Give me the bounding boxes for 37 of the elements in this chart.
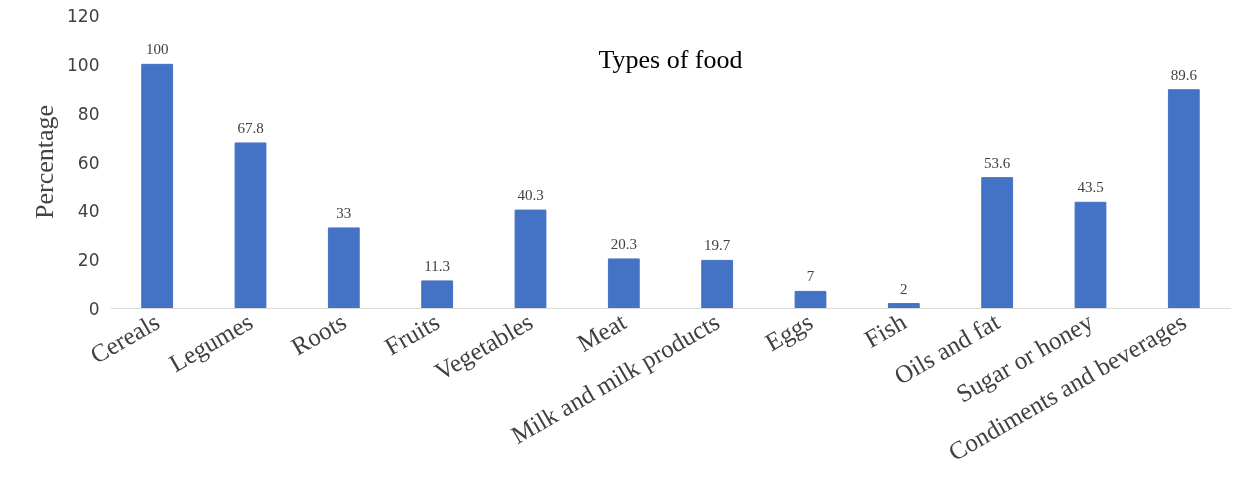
data-label: 19.7 — [704, 237, 731, 254]
data-label: 89.6 — [1170, 66, 1198, 83]
bar — [981, 177, 1014, 309]
bar — [887, 303, 920, 309]
x-tick-label: Fish — [859, 307, 912, 353]
y-tick-label: 0 — [88, 299, 100, 319]
data-label: 67.8 — [237, 119, 264, 136]
bar — [701, 259, 734, 309]
data-label: 40.3 — [517, 187, 544, 204]
data-label: 53.6 — [984, 154, 1011, 171]
y-axis-title: Percentage — [30, 104, 60, 220]
data-label: 43.5 — [1077, 179, 1104, 196]
data-label: 33 — [336, 204, 352, 221]
y-tick-label: 80 — [77, 103, 100, 124]
data-label: 20.3 — [610, 235, 637, 252]
text: Types of food — [598, 45, 743, 75]
y-tick-label: 100 — [67, 54, 100, 75]
data-label: 100 — [145, 41, 169, 58]
y-tick-label: 40 — [77, 201, 100, 222]
x-tick-label: Meat — [572, 307, 631, 357]
bar — [141, 63, 174, 309]
bar — [794, 290, 827, 309]
y-tick-label: 120 — [67, 6, 100, 26]
bar — [607, 258, 640, 309]
data-label: 7 — [806, 268, 815, 285]
y-tick-label: 20 — [77, 250, 100, 271]
bar — [514, 209, 547, 309]
x-tick-label: Eggs — [760, 307, 818, 357]
bar — [234, 142, 267, 309]
data-label: 11.3 — [424, 257, 451, 274]
bar — [327, 227, 360, 309]
x-tick-label: Roots — [286, 307, 351, 361]
y-tick-label: 60 — [77, 152, 100, 173]
bar — [1167, 89, 1200, 309]
bar — [421, 280, 454, 309]
bar — [1074, 201, 1107, 309]
data-label: 2 — [900, 280, 908, 297]
